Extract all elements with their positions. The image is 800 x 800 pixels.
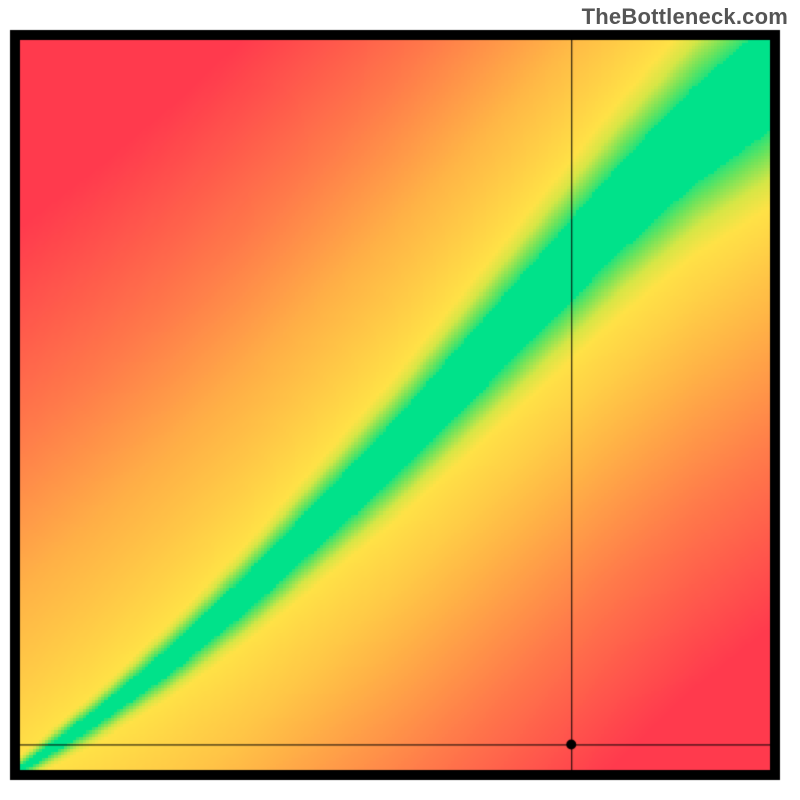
watermark-text: TheBottleneck.com: [582, 4, 788, 30]
bottleneck-heatmap: [0, 0, 800, 800]
